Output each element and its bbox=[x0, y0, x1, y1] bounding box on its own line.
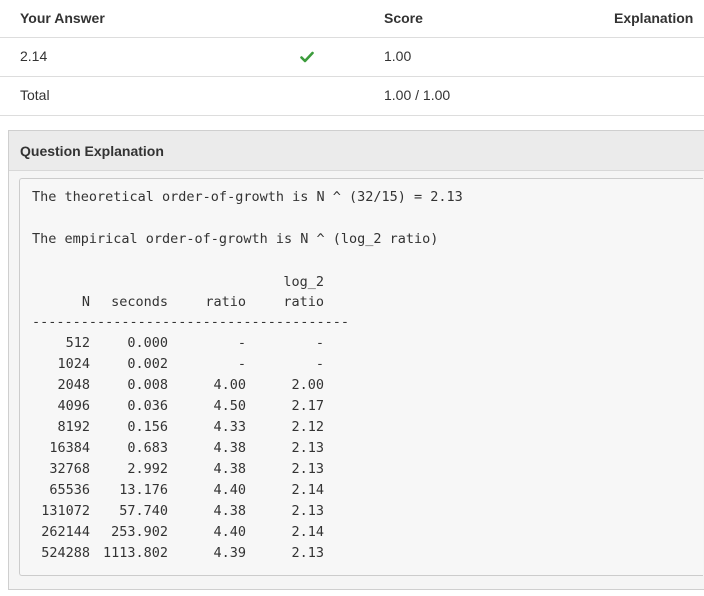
cell-log: - bbox=[315, 356, 324, 372]
total-score: 1.00 / 1.00 bbox=[384, 87, 451, 103]
col-header-seconds: seconds bbox=[111, 294, 168, 310]
cell-log: 2.13 bbox=[291, 440, 324, 456]
cell-log: 2.14 bbox=[291, 482, 324, 498]
cell-ratio: 4.33 bbox=[213, 419, 246, 435]
cell-log: 2.00 bbox=[291, 377, 324, 393]
cell-log: - bbox=[315, 335, 324, 351]
cell-seconds: 0.000 bbox=[127, 335, 168, 351]
cell-n: 16384 bbox=[49, 440, 90, 456]
cell-ratio: - bbox=[237, 356, 246, 372]
cell-seconds: 57.740 bbox=[119, 503, 168, 519]
header-score: Score bbox=[384, 10, 423, 26]
panel-title: Question Explanation bbox=[20, 143, 164, 159]
col-header-ratio: ratio bbox=[205, 294, 246, 310]
cell-n: 2048 bbox=[57, 377, 90, 393]
cell-seconds: 2.992 bbox=[127, 461, 168, 477]
cell-n: 4096 bbox=[57, 398, 90, 414]
col-header-log-ratio: ratio bbox=[283, 294, 324, 310]
cell-n: 65536 bbox=[49, 482, 90, 498]
total-label: Total bbox=[20, 87, 50, 103]
cell-log: 2.12 bbox=[291, 419, 324, 435]
header-your-answer: Your Answer bbox=[20, 10, 105, 26]
cell-n: 512 bbox=[65, 335, 90, 351]
answer-score: 1.00 bbox=[384, 48, 412, 64]
cell-ratio: 4.40 bbox=[213, 482, 246, 498]
cell-n: 8192 bbox=[57, 419, 90, 435]
cell-ratio: 4.38 bbox=[213, 503, 246, 519]
col-header-n: N bbox=[81, 294, 90, 310]
cell-seconds: 13.176 bbox=[119, 482, 168, 498]
cell-seconds: 0.036 bbox=[127, 398, 168, 414]
cell-seconds: 0.683 bbox=[127, 440, 168, 456]
cell-seconds: 0.008 bbox=[127, 377, 168, 393]
panel-body: The theoretical order-of-growth is N ^ (… bbox=[9, 171, 704, 591]
cell-n: 1024 bbox=[57, 356, 90, 372]
score-table-header: Your Answer Score Explanation bbox=[0, 0, 704, 38]
cell-log: 2.17 bbox=[291, 398, 324, 414]
header-explanation: Explanation bbox=[614, 10, 694, 26]
cell-ratio: - bbox=[237, 335, 246, 351]
question-explanation-panel: Question Explanation The theoretical ord… bbox=[8, 130, 704, 590]
cell-log: 2.13 bbox=[291, 503, 324, 519]
score-table: Your Answer Score Explanation 2.14 1.00 … bbox=[0, 0, 704, 116]
cell-log: 2.14 bbox=[291, 524, 324, 540]
col-header-log: log_2 bbox=[283, 274, 324, 290]
cell-ratio: 4.50 bbox=[213, 398, 246, 414]
cell-n: 524288 bbox=[41, 545, 90, 561]
table-separator: --------------------------------------- bbox=[32, 314, 349, 330]
cell-seconds: 0.156 bbox=[127, 419, 168, 435]
empirical-line: The empirical order-of-growth is N ^ (lo… bbox=[32, 231, 439, 247]
cell-n: 262144 bbox=[41, 524, 90, 540]
cell-ratio: 4.40 bbox=[213, 524, 246, 540]
checkmark-icon bbox=[300, 38, 314, 63]
theoretical-line: The theoretical order-of-growth is N ^ (… bbox=[32, 189, 463, 205]
cell-ratio: 4.39 bbox=[213, 545, 246, 561]
total-row: Total 1.00 / 1.00 bbox=[0, 77, 704, 116]
cell-n: 32768 bbox=[49, 461, 90, 477]
explanation-pre-block: The theoretical order-of-growth is N ^ (… bbox=[19, 178, 703, 576]
cell-log: 2.13 bbox=[291, 545, 324, 561]
cell-log: 2.13 bbox=[291, 461, 324, 477]
cell-ratio: 4.00 bbox=[213, 377, 246, 393]
cell-ratio: 4.38 bbox=[213, 440, 246, 456]
cell-seconds: 1113.802 bbox=[102, 545, 168, 561]
answer-row: 2.14 1.00 bbox=[0, 38, 704, 77]
cell-ratio: 4.38 bbox=[213, 461, 246, 477]
cell-n: 131072 bbox=[41, 503, 90, 519]
cell-seconds: 0.002 bbox=[127, 356, 168, 372]
panel-heading: Question Explanation bbox=[9, 131, 704, 171]
cell-seconds: 253.902 bbox=[111, 524, 168, 540]
answer-value: 2.14 bbox=[20, 48, 48, 64]
